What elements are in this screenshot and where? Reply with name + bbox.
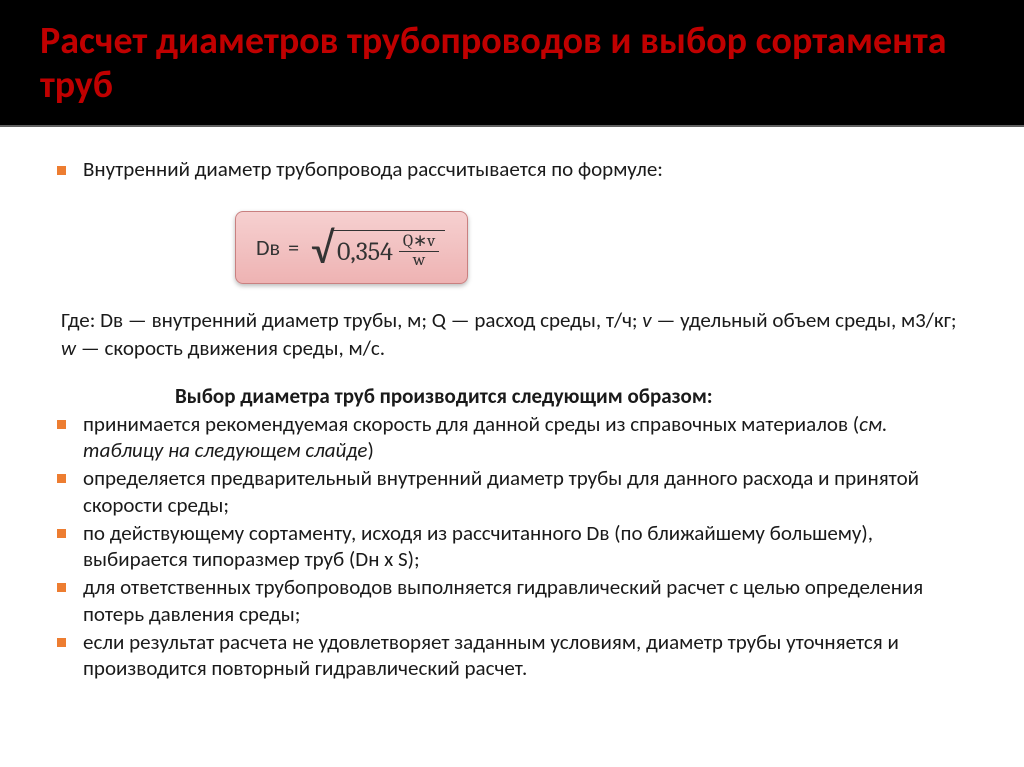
list-item: принимается рекомендуемая скорость для д… <box>55 411 969 464</box>
fraction-denominator: w <box>409 252 429 271</box>
formula-box: Dв = √ 0,354 Q∗v w <box>235 211 468 284</box>
list-item: по действующему сортаменту, исходя из ра… <box>55 520 969 573</box>
step-text: для ответственных трубопроводов выполняе… <box>83 574 923 626</box>
where-v-sym: v <box>642 307 651 333</box>
intro-bullet: Внутренний диаметр трубопровода рассчиты… <box>55 155 969 184</box>
list-item: определяется предварительный внутренний … <box>55 465 969 518</box>
slide-header: Расчет диаметров трубопроводов и выбор с… <box>0 0 1024 127</box>
step-text: если результат расчета не удовлетворяет … <box>83 629 899 681</box>
where-dv-sym: Dв <box>100 307 123 333</box>
radicand: 0,354 Q∗v w <box>333 230 445 271</box>
list-item: если результат расчета не удовлетворяет … <box>55 629 969 682</box>
steps-heading: Выбор диаметра труб производится следующ… <box>175 383 969 409</box>
where-w-sym: w <box>61 335 76 361</box>
radical-symbol: √ <box>311 230 333 277</box>
list-item: для ответственных трубопроводов выполняе… <box>55 574 969 627</box>
where-prefix: Где: <box>61 307 100 333</box>
fraction-numerator: Q∗v <box>399 233 439 253</box>
where-dv-desc: — внутренний диаметр трубы, м; Q — расхо… <box>123 307 642 333</box>
step-text: определяется предварительный внутренний … <box>83 465 919 517</box>
step-text-tail: ) <box>367 437 373 463</box>
formula-coef: 0,354 <box>337 237 393 267</box>
step-text: по действующему сортаменту, исходя из ра… <box>83 520 873 572</box>
formula-lhs: Dв <box>256 234 280 261</box>
slide-title: Расчет диаметров трубопроводов и выбор с… <box>40 20 984 107</box>
formula-container: Dв = √ 0,354 Q∗v w <box>235 211 969 284</box>
formula-expression: Dв = √ 0,354 Q∗v w <box>256 224 445 271</box>
formula-equals: = <box>288 234 299 261</box>
where-paragraph: Где: Dв — внутренний диаметр трубы, м; Q… <box>55 306 969 363</box>
step-text: принимается рекомендуемая скорость для д… <box>83 411 859 437</box>
sqrt-icon: √ 0,354 Q∗v w <box>311 224 445 271</box>
formula-fraction: Q∗v w <box>399 233 439 271</box>
slide-body: Внутренний диаметр трубопровода рассчиты… <box>0 127 1024 681</box>
where-w-desc: — скорость движения среды, м/с. <box>76 335 385 361</box>
steps-list: принимается рекомендуемая скорость для д… <box>55 411 969 682</box>
intro-list: Внутренний диаметр трубопровода рассчиты… <box>55 155 969 184</box>
where-v-desc: — удельный объем среды, м3/кг; <box>652 307 957 333</box>
